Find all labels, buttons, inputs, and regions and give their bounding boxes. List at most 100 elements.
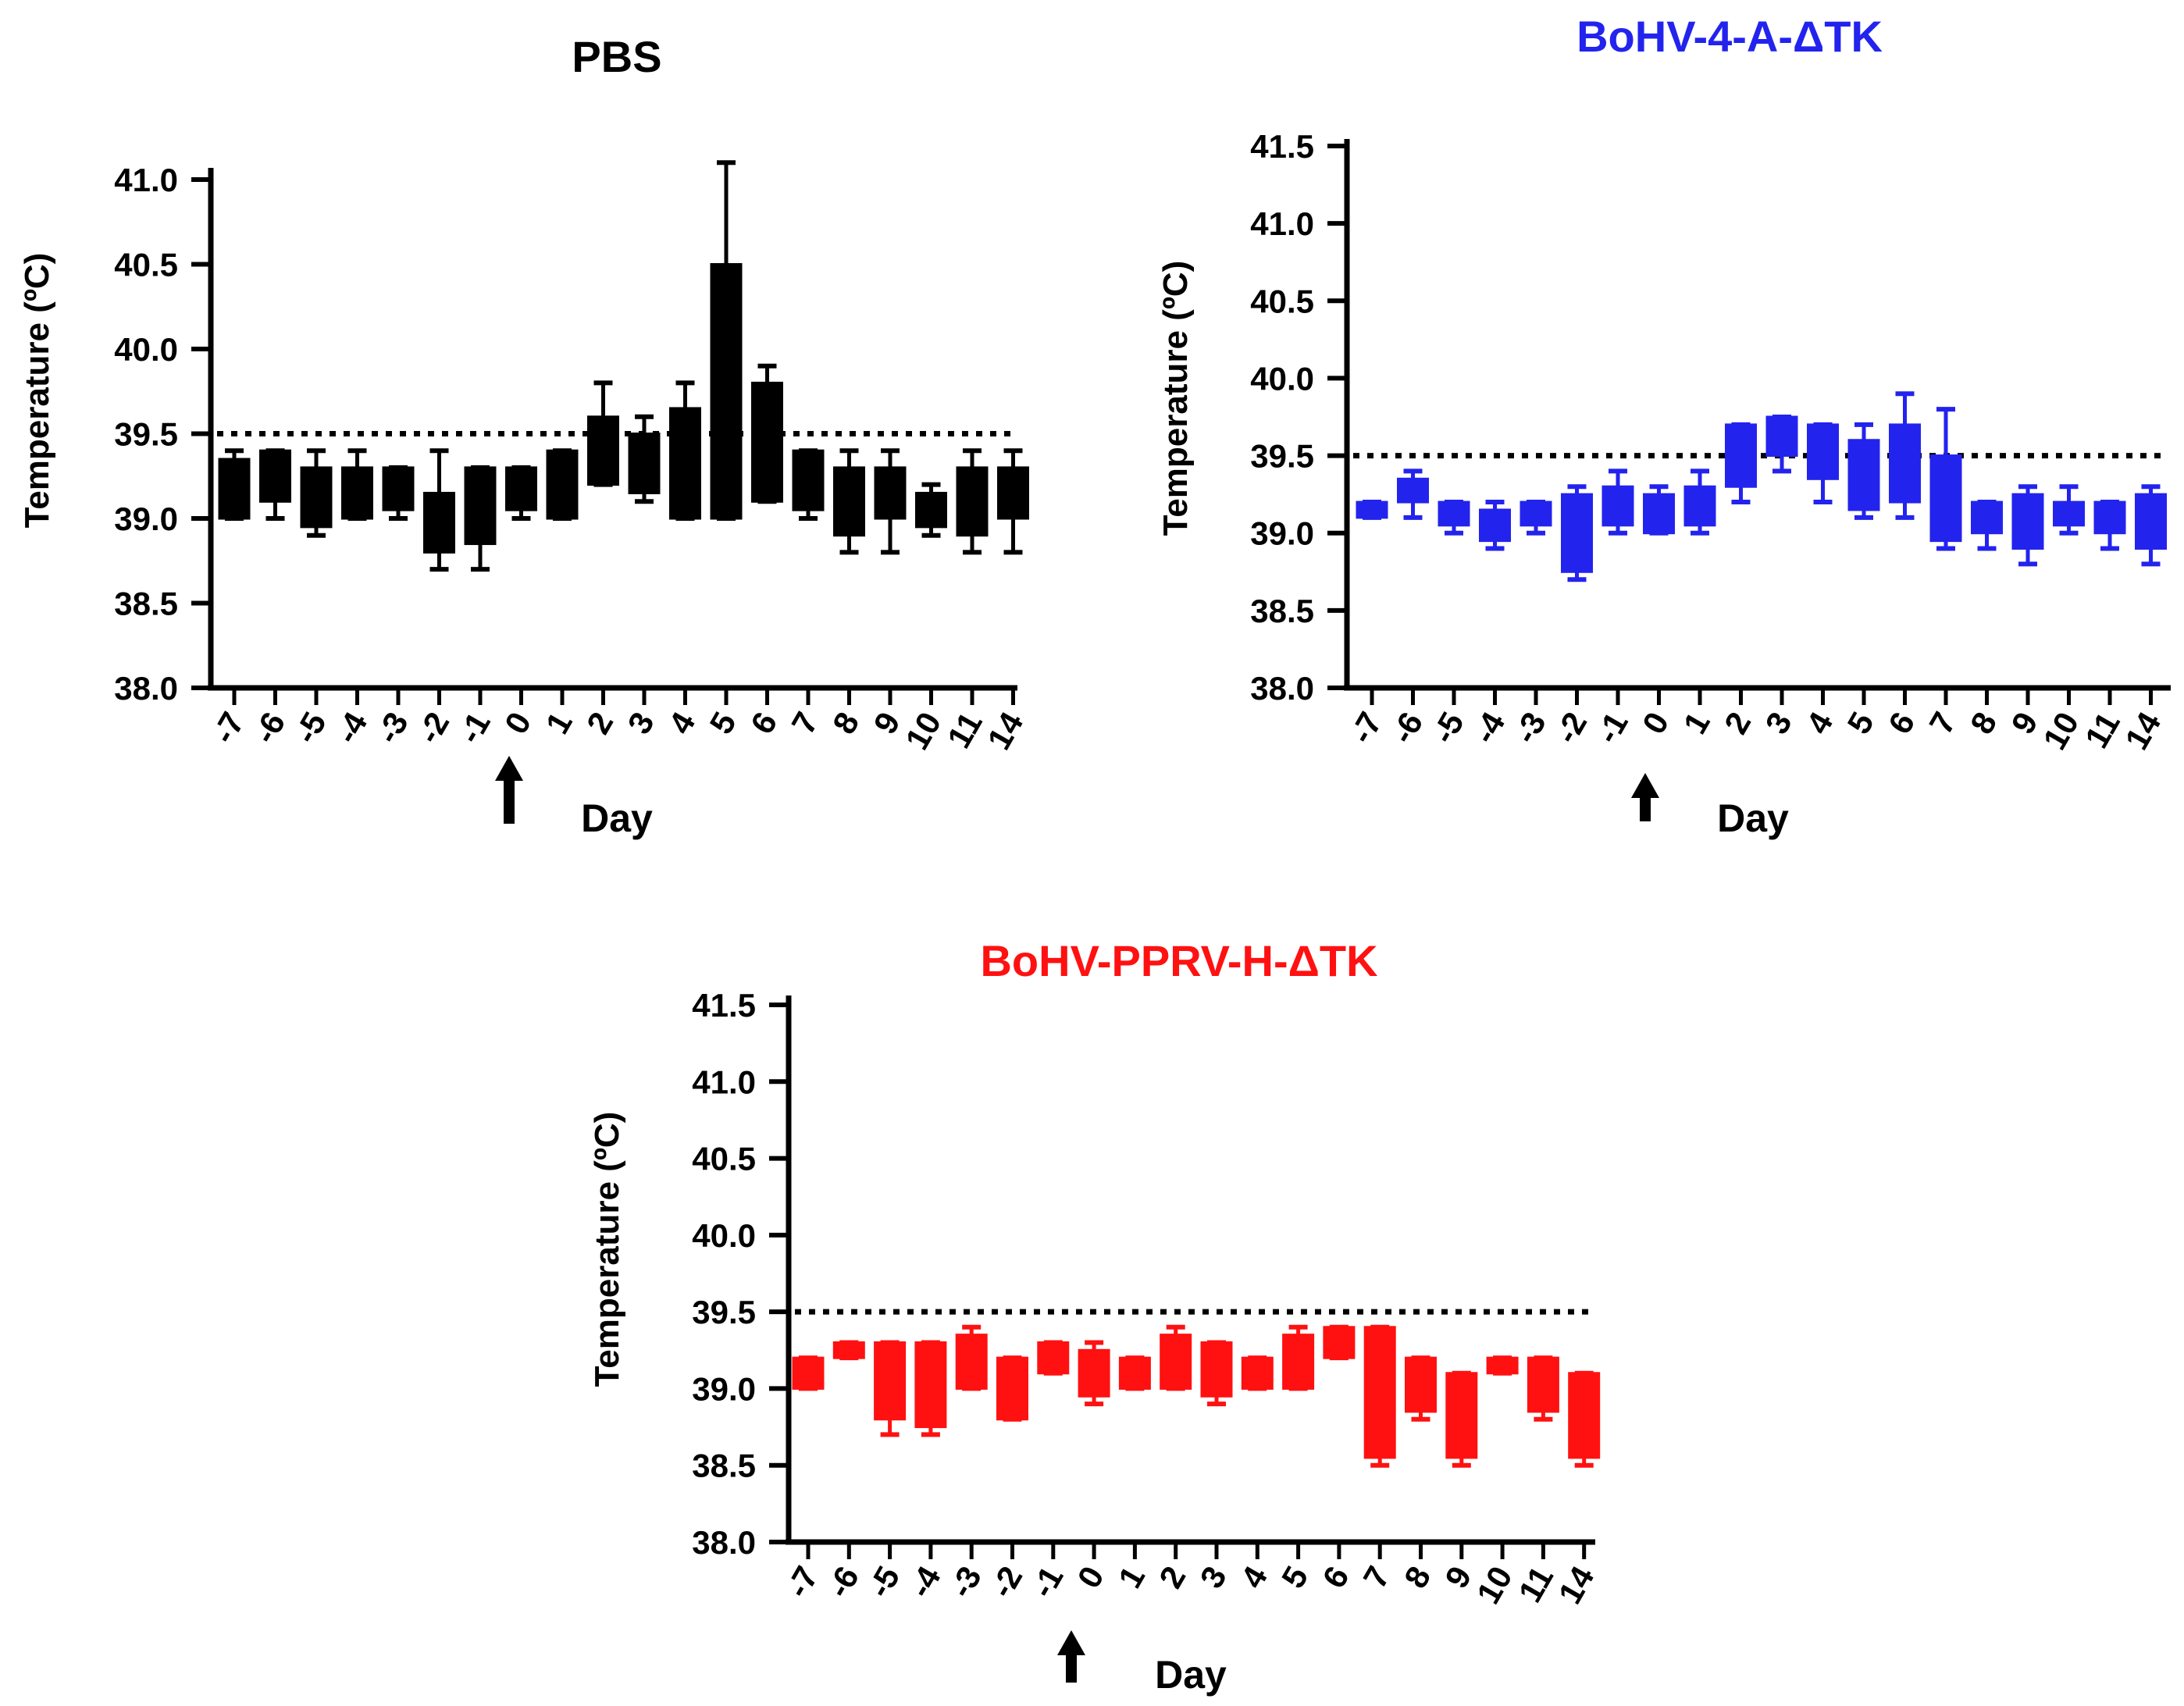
x-tick-label: 6	[1881, 706, 1922, 740]
box-day-14	[997, 448, 1029, 555]
box-day-10	[1486, 1355, 1519, 1376]
y-tick-label: 41.5	[692, 987, 756, 1024]
y-tick-label: 39.0	[692, 1370, 756, 1407]
box-day-7	[1929, 407, 1962, 551]
y-tick-label: 39.5	[114, 416, 178, 453]
y-tick-label: 38.5	[1250, 593, 1314, 629]
box-day-11	[2093, 500, 2126, 551]
box-day--3	[1520, 500, 1552, 536]
box-body	[1241, 1356, 1274, 1390]
box-day-9	[2011, 484, 2044, 567]
box-body	[1520, 500, 1552, 527]
y-tick-label: 40.0	[114, 331, 178, 368]
box-body	[955, 1334, 988, 1390]
box-day-9	[874, 448, 907, 555]
box-body	[833, 466, 865, 537]
x-tick-label: 7	[1356, 1560, 1397, 1594]
box-body	[1118, 1356, 1151, 1390]
x-tick-label: -1	[1024, 1560, 1070, 1604]
box-series	[1356, 391, 2167, 582]
box-body	[1037, 1341, 1070, 1375]
box-day-0	[1643, 484, 1675, 536]
box-day-6	[751, 363, 783, 504]
box-day-0	[1078, 1340, 1110, 1407]
x-tick-label: -4	[901, 1559, 948, 1603]
box-day-0	[505, 465, 537, 521]
box-day--6	[832, 1340, 865, 1361]
box-body	[1445, 1372, 1478, 1459]
x-tick-label: 1	[1111, 1560, 1152, 1594]
x-tick-label: 11	[1511, 1560, 1560, 1608]
box-body	[218, 458, 251, 520]
y-tick-label: 40.5	[692, 1141, 756, 1177]
y-axis-label: Temperature (ºC)	[588, 1112, 626, 1387]
x-tick-label: 4	[1234, 1559, 1275, 1594]
y-tick-label: 39.5	[1250, 438, 1314, 475]
box-day-6	[1323, 1324, 1356, 1361]
box-body	[1078, 1348, 1110, 1398]
x-tick-label: -7	[205, 706, 251, 750]
x-tick-label: 2	[1717, 706, 1758, 740]
box-day-7	[792, 448, 825, 521]
x-tick-label: -6	[820, 1560, 866, 1604]
box-day-3	[628, 414, 661, 504]
y-tick-label: 40.5	[1250, 283, 1314, 319]
box-day--5	[300, 448, 333, 538]
box-day-3	[1765, 415, 1798, 474]
x-tick-label: -3	[1506, 706, 1552, 750]
x-tick-label: 4	[1799, 705, 1840, 739]
box-day--2	[996, 1355, 1028, 1422]
box-body	[546, 449, 579, 520]
x-tick-label: 5	[1840, 706, 1880, 740]
x-tick-label: -3	[942, 1560, 989, 1604]
box-day--5	[874, 1340, 907, 1437]
box-body	[1643, 493, 1675, 535]
x-tick-label: 10	[898, 706, 948, 756]
box-day-1	[546, 448, 579, 521]
x-tick-label: 3	[620, 706, 661, 740]
y-axis-ticks: 38.0 38.5 39.0 39.5 40.0 40.5 41.0 41.5	[1250, 128, 1347, 707]
box-day-2	[587, 380, 619, 487]
x-tick-label: 5	[702, 706, 743, 740]
box-body	[1601, 485, 1634, 527]
y-tick-label: 41.0	[114, 162, 178, 198]
box-body	[341, 466, 373, 520]
x-axis-label: Day	[1155, 1653, 1227, 1697]
box-day-9	[1445, 1370, 1478, 1468]
box-body	[1486, 1356, 1519, 1375]
x-tick-label: -5	[1424, 706, 1470, 750]
x-tick-label: -5	[287, 706, 333, 750]
y-tick-label: 38.5	[114, 586, 178, 622]
box-day-10	[2053, 484, 2085, 536]
box-body	[1282, 1334, 1315, 1390]
up-arrow-icon	[1057, 1630, 1085, 1683]
panel-bohv4: BoHV-4-A-ΔTK Temperature (ºC) Day 38.038…	[1156, 12, 2171, 840]
x-tick-label: 3	[1758, 706, 1798, 740]
y-axis-ticks: 38.0 38.5 39.0 39.5 40.0 40.5 41.0	[114, 162, 211, 707]
box-body	[874, 466, 907, 520]
x-tick-label: 2	[579, 706, 620, 740]
box-day--2	[423, 448, 455, 572]
x-tick-label: 0	[1635, 706, 1676, 740]
x-tick-label: 7	[784, 706, 825, 740]
y-axis-label: Temperature (ºC)	[1156, 261, 1195, 536]
box-day-1	[1683, 468, 1716, 536]
x-tick-label: 1	[1676, 706, 1716, 740]
x-tick-label: 6	[743, 706, 784, 740]
y-tick-label: 41.0	[692, 1063, 756, 1100]
box-body	[1561, 493, 1593, 573]
box-body	[832, 1341, 865, 1359]
box-body	[710, 263, 743, 520]
box-body	[1971, 500, 2003, 535]
y-tick-label: 38.0	[114, 670, 178, 707]
x-tick-label: -2	[410, 706, 456, 750]
box-day-6	[1889, 391, 1921, 520]
box-day-5	[1847, 422, 1880, 520]
box-body	[1160, 1334, 1192, 1390]
box-body	[1847, 439, 1880, 511]
box-day-2	[1725, 422, 1757, 505]
panel-bohv-pprv: BoHV-PPRV-H-ΔTK Temperature (ºC) Day 38.…	[588, 936, 1601, 1697]
